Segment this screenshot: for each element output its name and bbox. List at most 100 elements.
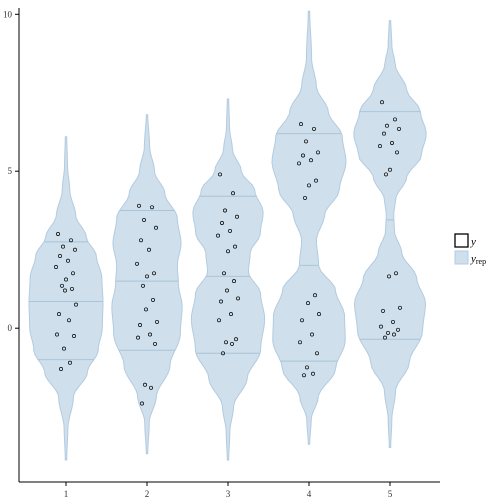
data-point xyxy=(151,297,155,302)
data-point xyxy=(63,288,67,293)
data-point xyxy=(55,332,59,337)
data-point xyxy=(155,319,159,324)
data-point xyxy=(383,335,387,340)
data-point xyxy=(385,123,389,128)
data-point xyxy=(231,191,235,196)
data-point xyxy=(60,283,64,288)
data-point xyxy=(59,367,63,371)
violin-2 xyxy=(111,114,183,455)
data-point xyxy=(315,351,319,356)
data-point xyxy=(220,221,224,225)
data-point xyxy=(313,293,317,298)
data-point xyxy=(141,283,145,288)
data-point xyxy=(62,346,66,351)
data-point xyxy=(68,360,72,365)
data-point xyxy=(236,296,240,301)
data-point xyxy=(142,217,146,222)
violin-3 xyxy=(190,98,266,461)
x-tick-label-4: 4 xyxy=(307,489,312,499)
data-point xyxy=(387,274,391,279)
data-point xyxy=(298,340,302,345)
data-point xyxy=(140,401,144,406)
data-point xyxy=(57,312,61,317)
data-point xyxy=(306,301,310,306)
data-point xyxy=(312,126,316,131)
data-point xyxy=(135,261,139,266)
data-point xyxy=(309,158,313,163)
x-tick-label-2: 2 xyxy=(145,489,150,499)
points-layer xyxy=(54,100,402,406)
data-point xyxy=(232,279,236,284)
data-point xyxy=(303,195,307,200)
x-tick-label-1: 1 xyxy=(64,489,69,499)
data-point xyxy=(150,205,154,210)
data-point xyxy=(299,122,303,127)
data-point xyxy=(66,258,70,263)
data-point xyxy=(147,247,151,252)
data-point xyxy=(153,341,157,346)
data-point xyxy=(310,332,314,337)
data-point xyxy=(219,299,223,304)
data-point xyxy=(148,332,152,337)
data-point xyxy=(216,233,220,238)
data-point xyxy=(388,167,392,172)
legend-label-yrep: yrep xyxy=(470,253,486,266)
data-point xyxy=(379,324,383,329)
data-point xyxy=(138,323,142,327)
legend-key-y xyxy=(454,233,469,248)
data-point xyxy=(382,131,386,136)
data-point xyxy=(224,340,228,345)
data-point xyxy=(300,318,304,323)
data-point xyxy=(386,330,390,335)
data-point xyxy=(234,337,238,342)
x-tick-label-5: 5 xyxy=(388,489,393,499)
axes-layer: 1 2 3 4 5 0 5 10 xyxy=(3,8,440,499)
data-point xyxy=(218,172,222,177)
data-point xyxy=(235,214,239,219)
data-point xyxy=(397,126,401,131)
data-point xyxy=(71,271,75,276)
data-point xyxy=(54,265,58,269)
data-point xyxy=(392,332,396,337)
data-point xyxy=(154,225,158,230)
data-point xyxy=(380,100,384,105)
data-point xyxy=(145,274,149,279)
data-point xyxy=(316,150,320,155)
data-point xyxy=(393,117,397,122)
data-point xyxy=(301,153,305,158)
data-point xyxy=(69,238,73,243)
legend-key-yrep xyxy=(454,250,469,265)
data-point xyxy=(297,161,301,166)
violin-4 xyxy=(271,10,347,445)
data-point xyxy=(143,382,147,387)
legend: y yrep xyxy=(454,233,486,266)
data-point xyxy=(144,307,148,312)
data-point xyxy=(384,172,388,177)
quantiles-layer xyxy=(29,111,421,362)
data-point xyxy=(64,277,68,282)
data-point xyxy=(307,183,311,188)
data-point xyxy=(73,247,77,252)
data-point xyxy=(391,319,395,324)
legend-label-y: y xyxy=(470,236,476,248)
data-point xyxy=(228,228,232,233)
x-tick-label-3: 3 xyxy=(226,489,231,499)
data-point xyxy=(67,318,71,323)
data-point xyxy=(226,249,230,254)
data-point xyxy=(233,244,237,249)
data-point xyxy=(395,150,399,155)
data-point xyxy=(225,288,229,293)
data-point xyxy=(139,238,143,243)
legend-label-yrep-sub: rep xyxy=(476,257,486,266)
violin-1 xyxy=(28,136,104,461)
data-point xyxy=(222,271,226,276)
data-point xyxy=(311,371,315,376)
data-point xyxy=(61,244,65,249)
data-point xyxy=(70,286,74,291)
data-point xyxy=(58,254,62,258)
data-point xyxy=(378,144,382,149)
data-point xyxy=(317,312,321,317)
data-point xyxy=(394,271,398,276)
data-point xyxy=(56,232,60,236)
